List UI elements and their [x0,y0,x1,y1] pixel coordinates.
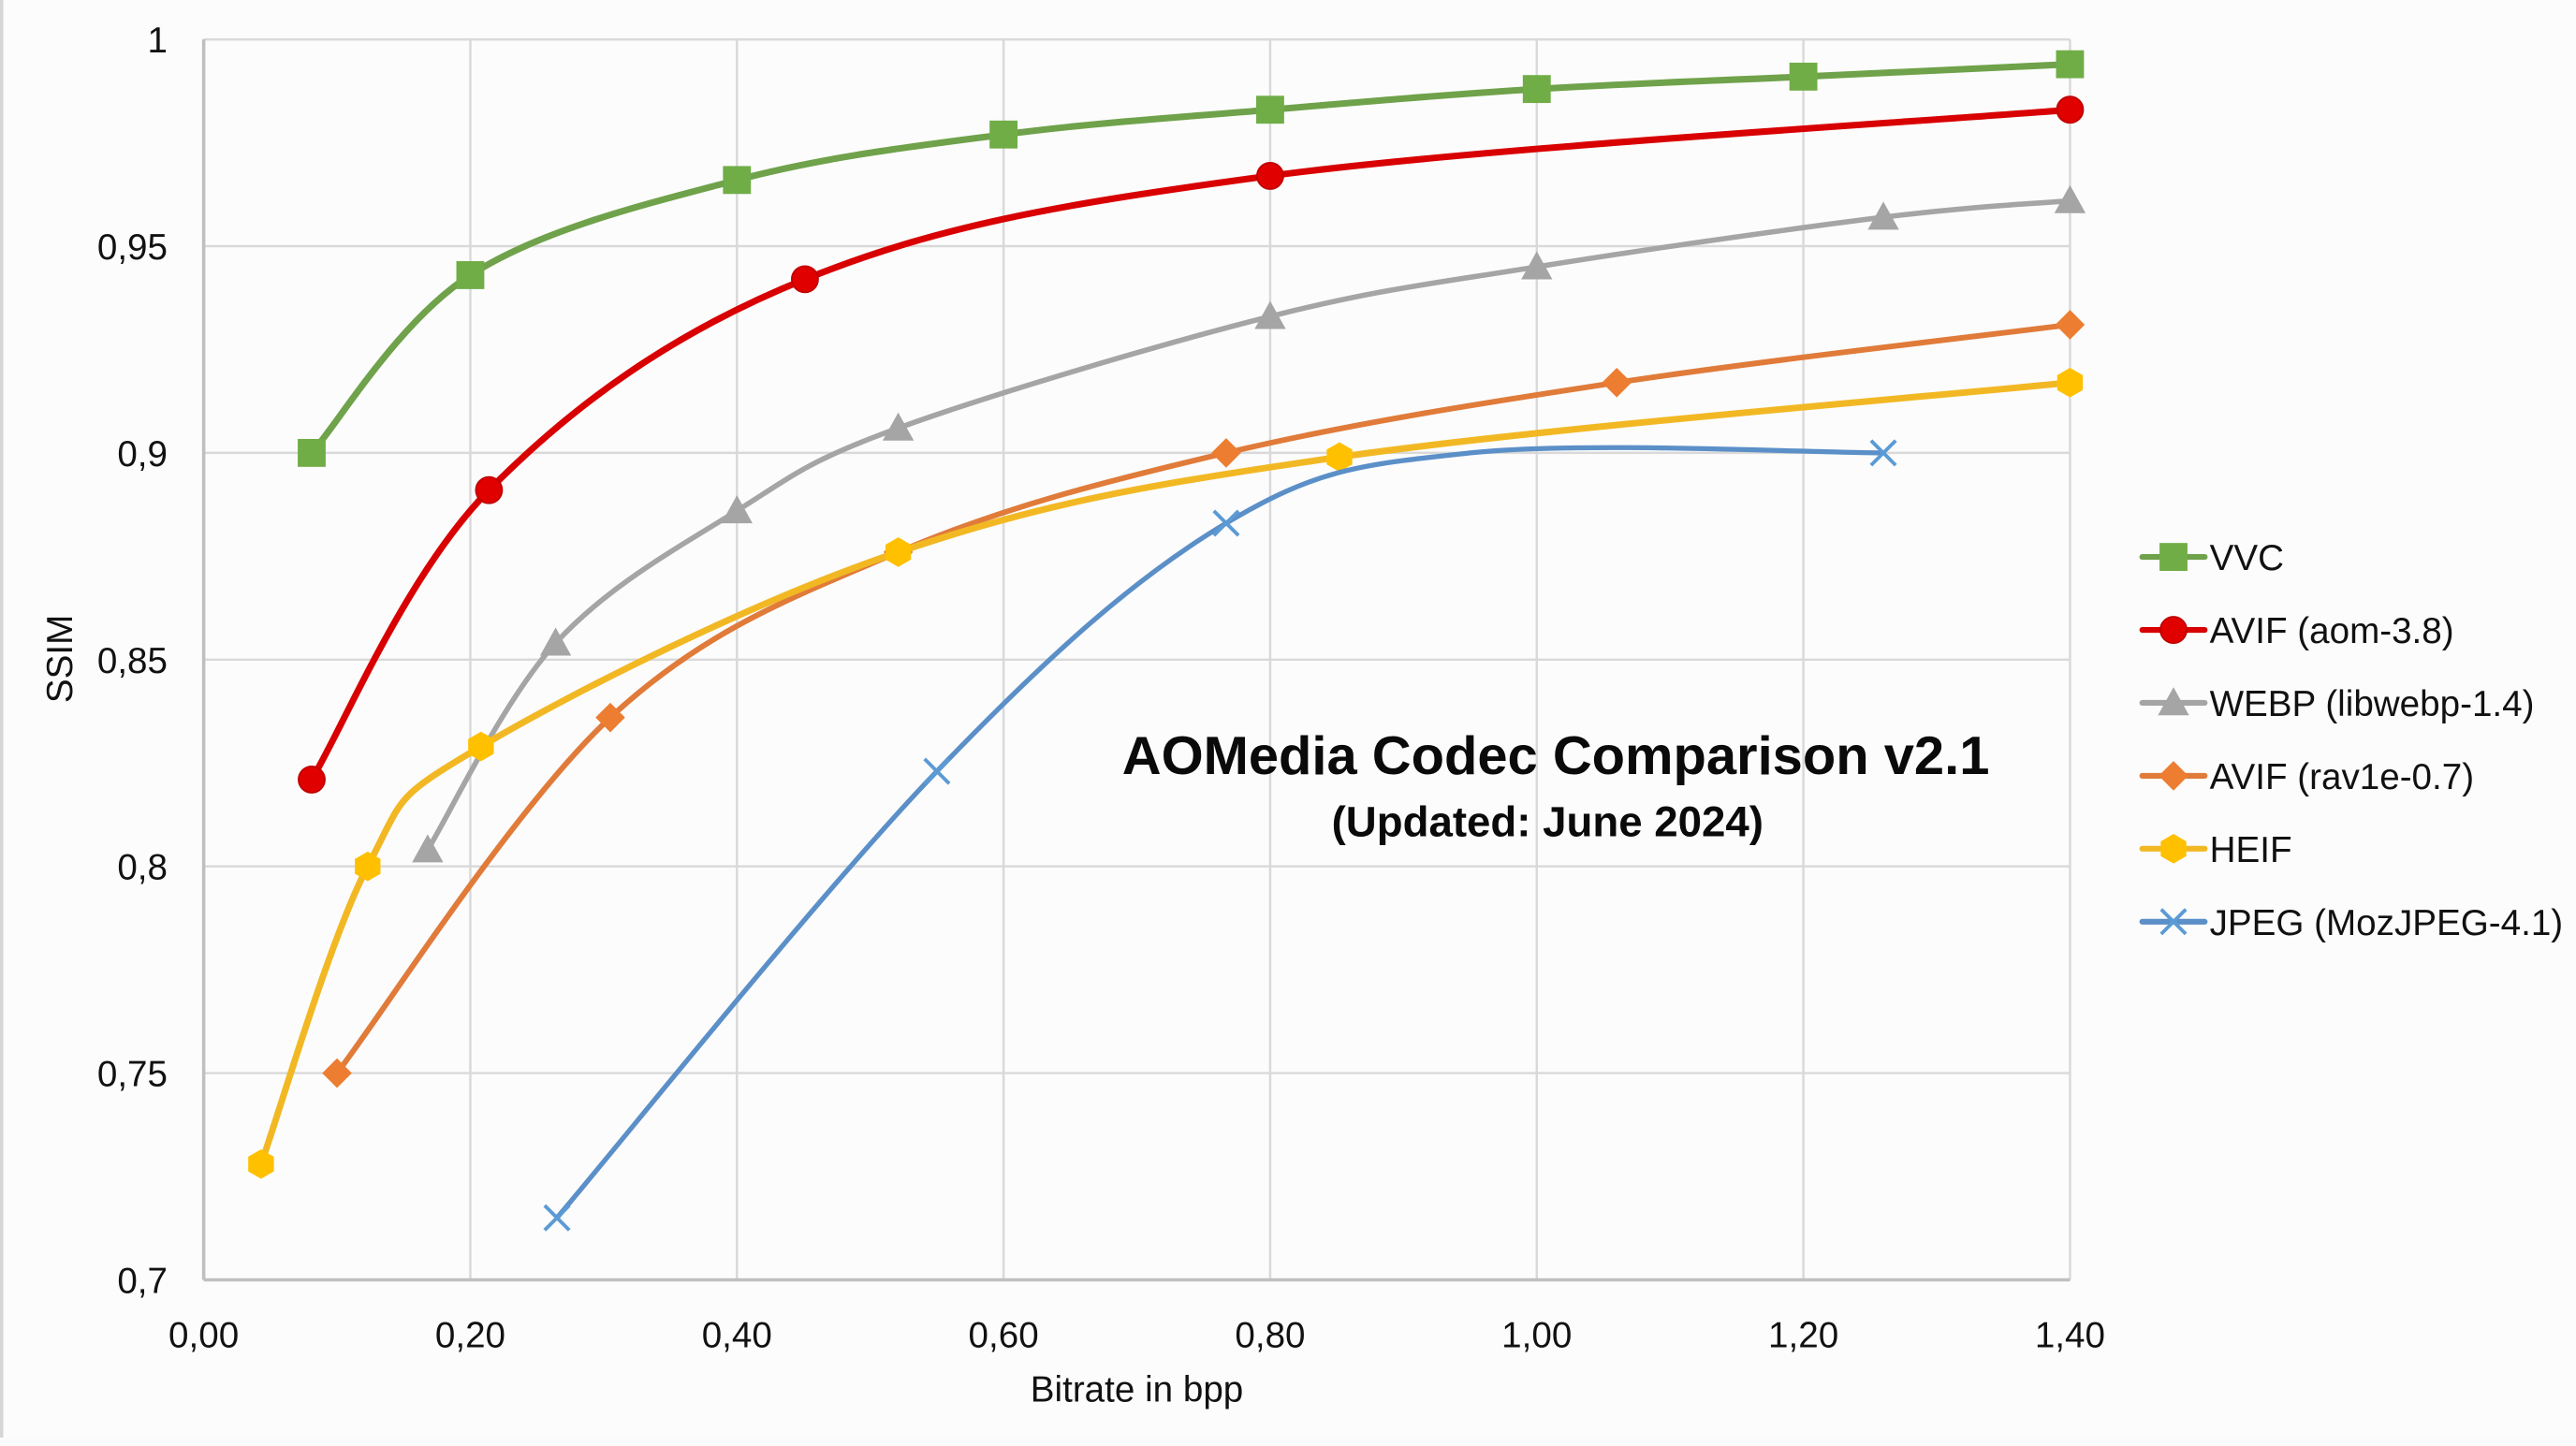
data-point-vvc [723,166,752,195]
legend-marker-triangle-icon [2158,687,2189,716]
legend-label: VVC [2210,538,2284,578]
chart-subtitle: (Updated: June 2024) [1332,797,1764,845]
x-tick-label: 1,40 [2035,1315,2105,1355]
series-line-avif-rav1e-0-7 [334,321,2073,1076]
data-point-avif-aom-3-8 [2056,95,2085,124]
series-webp-libwebp-1-4 [412,184,2086,863]
data-point-webp-libwebp-1-4 [412,834,444,863]
data-point-heif [248,1148,274,1179]
data-point-jpeg-mozjpeg-4-1 [543,1204,571,1232]
legend-item-avif-aom-3-8: AVIF (aom-3.8) [2139,611,2454,651]
chart-svg: 0,00 0,20 0,40 0,60 0,80 1,00 1,20 1,40 0,7 0,75… [40,21,2564,1409]
data-point-heif [885,537,912,567]
legend-item-heif: HEIF [2139,830,2292,870]
data-point-webp-libwebp-1-4 [1867,201,1899,230]
x-tick-label: 0,60 [969,1315,1039,1355]
data-point-avif-aom-3-8 [1256,161,1284,190]
data-point-webp-libwebp-1-4 [539,627,572,656]
x-tick-label: 0,40 [702,1315,772,1355]
x-tick-labels: 0,00 0,20 0,40 0,60 0,80 1,00 1,20 1,40 [168,1315,2105,1355]
data-point-avif-aom-3-8 [791,265,819,294]
legend-label: WEBP (libwebp-1.4) [2210,684,2535,724]
series-jpeg-mozjpeg-4-1 [543,439,1897,1232]
legend-item-webp-libwebp-1-4: WEBP (libwebp-1.4) [2139,684,2535,724]
data-point-heif [2056,367,2084,398]
series-line-webp-libwebp-1-4 [425,197,2073,853]
data-point-avif-aom-3-8 [298,765,326,794]
gridlines [203,37,2071,1281]
legend-item-avif-rav1e-0-7: AVIF (rav1e-0.7) [2139,757,2474,797]
y-tick-label: 0,8 [117,848,168,888]
legend-label: HEIF [2210,830,2292,870]
data-point-heif [1326,442,1353,473]
legend-marker-x-icon [2159,908,2188,936]
data-point-vvc [1256,95,1284,124]
legend-marker-hexagon-icon [2160,834,2187,864]
y-tick-label: 0,95 [97,227,168,268]
legend-marker-circle-icon [2159,616,2188,644]
legend-item-jpeg-mozjpeg-4-1: JPEG (MozJPEG-4.1) [2139,903,2564,943]
x-tick-label: 0,80 [1235,1315,1305,1355]
data-point-vvc [2056,50,2085,79]
data-point-webp-libwebp-1-4 [721,495,753,524]
legend-label: AVIF (aom-3.8) [2210,611,2454,651]
legend: VVC AVIF (aom-3.8) WEBP (libwebp-1.4) AVIF … [2139,538,2564,943]
data-point-vvc [456,261,485,289]
data-point-vvc [989,120,1018,149]
data-point-heif [468,731,494,762]
data-point-vvc [298,438,326,467]
series [248,50,2086,1232]
data-point-vvc [1522,75,1551,104]
data-point-webp-libwebp-1-4 [1254,300,1286,329]
axes [201,39,2071,1282]
legend-marker-diamond-icon [2159,761,2188,791]
series-vvc [298,50,2085,467]
series-heif [248,367,2084,1179]
series-line-avif-aom-3-8 [308,106,2073,783]
legend-label: AVIF (rav1e-0.7) [2210,757,2474,797]
legend-marker-square-icon [2159,543,2188,572]
data-point-webp-libwebp-1-4 [1521,251,1553,280]
legend-item-vvc: VVC [2139,538,2284,578]
data-point-avif-rav1e-0-7 [2055,310,2086,340]
y-tick-label: 0,85 [97,641,168,681]
data-point-avif-aom-3-8 [475,475,504,504]
data-point-jpeg-mozjpeg-4-1 [1212,509,1240,537]
series-avif-aom-3-8 [298,95,2085,794]
x-tick-label: 0,00 [168,1315,239,1355]
x-tick-label: 1,00 [1501,1315,1572,1355]
data-point-avif-rav1e-0-7 [1211,438,1241,468]
data-point-jpeg-mozjpeg-4-1 [923,757,951,785]
data-point-webp-libwebp-1-4 [882,412,915,441]
data-point-webp-libwebp-1-4 [2054,184,2086,213]
y-tick-label: 1 [148,21,168,61]
data-point-vvc [1789,62,1818,91]
series-line-vvc [308,61,2073,457]
legend-label: JPEG (MozJPEG-4.1) [2210,903,2564,943]
series-avif-rav1e-0-7 [322,310,2086,1088]
y-axis-title: SSIM [40,615,80,703]
y-tick-label: 0,9 [117,434,168,475]
data-point-jpeg-mozjpeg-4-1 [1869,439,1897,467]
data-point-avif-rav1e-0-7 [1602,368,1632,398]
chart-title: AOMedia Codec Comparison v2.1 [1122,726,1990,786]
x-axis-title: Bitrate in bpp [1031,1369,1243,1409]
x-tick-label: 1,20 [1768,1315,1838,1355]
y-tick-label: 0,7 [117,1261,168,1301]
y-tick-labels: 0,7 0,75 0,8 0,85 0,9 0,95 1 [97,21,168,1301]
y-tick-label: 0,75 [97,1055,168,1095]
data-point-heif [355,851,381,882]
x-tick-label: 0,20 [435,1315,505,1355]
series-line-jpeg-mozjpeg-4-1 [554,445,1886,1220]
